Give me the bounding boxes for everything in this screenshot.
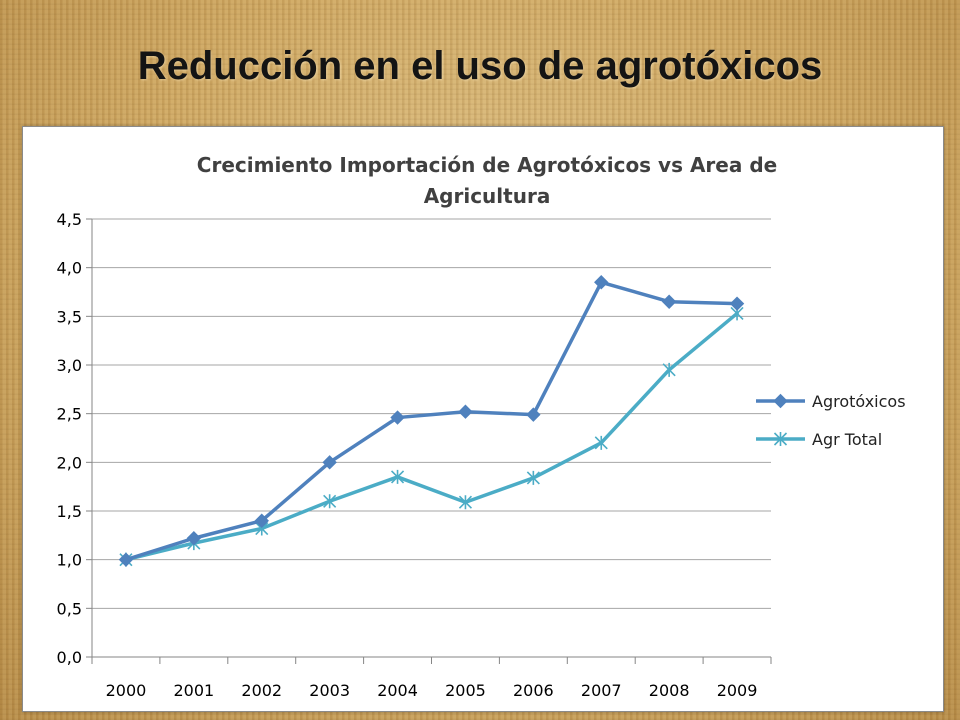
x-tick-label: 2007 — [581, 681, 622, 700]
legend-marker-agrotoxicos — [773, 393, 788, 409]
agrotoxicos-point — [322, 455, 337, 470]
slide-title: Reducción en el uso de agrotóxicos — [137, 44, 823, 88]
series-line-agrotoxicos — [124, 280, 739, 562]
agrotoxicos-point — [729, 296, 745, 311]
x-tick-label: 2005 — [445, 681, 486, 700]
legend: Agrotóxicos Agr Total — [756, 392, 906, 449]
y-tick-label: 3,5 — [57, 307, 82, 326]
series-line-agr-total — [124, 311, 739, 562]
legend-label-agr-total: Agr Total — [812, 430, 882, 449]
chart-title-line-1: Crecimiento Importación de Agrotóxicos v… — [197, 153, 777, 177]
agr-total-point — [323, 494, 337, 509]
x-tick-label: 2002 — [241, 681, 282, 700]
axes — [86, 218, 772, 664]
chart-panel: Crecimiento Importación de Agrotóxicos v… — [22, 126, 944, 712]
agrotoxicos-point — [390, 410, 405, 425]
y-tick-label: 4,5 — [57, 210, 82, 229]
y-tick-label: 3,0 — [57, 356, 82, 375]
legend-label-agrotoxicos: Agrotóxicos — [812, 392, 906, 411]
x-tick-label: 2008 — [649, 681, 690, 700]
tick-labels: 0,0 0,5 1,0 1,5 2,0 2,5 3,0 3,5 4,0 4,5 2000 2001 20… — [57, 210, 758, 700]
y-tick-label: 4,0 — [57, 259, 82, 278]
y-tick-label: 1,0 — [57, 551, 82, 570]
legend-marker-agr-total — [773, 432, 788, 446]
x-tick-label: 2003 — [309, 681, 350, 700]
agr-total-point — [390, 469, 405, 484]
y-tick-label: 0,0 — [57, 648, 82, 667]
agrotoxicos-point — [594, 275, 609, 290]
x-tick-label: 2006 — [513, 681, 554, 700]
line-chart: Crecimiento Importación de Agrotóxicos v… — [57, 153, 906, 700]
x-tick-label: 2001 — [173, 681, 214, 700]
chart-title-line-2: Agricultura — [424, 184, 551, 208]
x-tick-label: 2000 — [106, 681, 147, 700]
y-tick-label: 0,5 — [57, 599, 82, 618]
y-tick-label: 2,0 — [57, 453, 82, 472]
y-tick-label: 1,5 — [57, 502, 82, 521]
agr-total-point — [526, 470, 540, 485]
agr-total-point — [662, 362, 676, 377]
agr-total-point — [458, 495, 473, 510]
series-lines — [118, 275, 745, 567]
grid-lines — [92, 218, 771, 609]
agr-total-point — [594, 435, 608, 450]
y-tick-label: 2,5 — [57, 405, 82, 424]
agrotoxicos-point — [254, 513, 269, 528]
x-tick-label: 2004 — [377, 681, 418, 700]
agrotoxicos-point — [118, 552, 134, 567]
agrotoxicos-point — [526, 407, 541, 422]
agrotoxicos-point — [458, 404, 473, 419]
agrotoxicos-point — [661, 294, 677, 309]
x-tick-label: 2009 — [717, 681, 758, 700]
agrotoxicos-point — [186, 531, 202, 546]
